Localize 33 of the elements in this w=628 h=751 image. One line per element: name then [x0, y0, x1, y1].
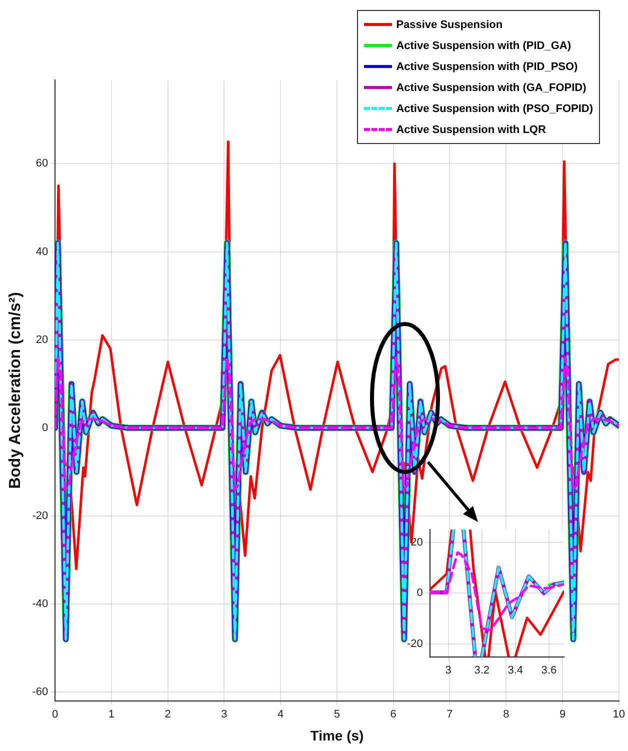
x-tick-label: 9	[559, 708, 566, 721]
y-tick-label: 0	[416, 587, 423, 600]
legend-label: Active Suspension with (PID_GA)	[396, 40, 571, 52]
x-tick-label: 4	[278, 708, 284, 721]
x-tick-label: 3	[445, 664, 452, 676]
legend-label: Passive Suspension	[396, 18, 503, 30]
x-tick-label: 8	[503, 708, 510, 721]
y-tick-label: 20	[410, 536, 423, 548]
x-tick-label: 3	[221, 708, 228, 721]
x-tick-label: 0	[52, 708, 58, 721]
x-tick-label: 3.4	[508, 664, 524, 676]
x-tick-label: 6	[390, 708, 396, 721]
y-axis-title: Body Acceleration (cm/s²)	[7, 292, 24, 489]
legend-label: Active Suspension with LQR	[396, 124, 546, 136]
y-tick-label: 60	[36, 158, 48, 170]
legend-label: Active Suspension with (GA_FOPID)	[396, 82, 586, 94]
y-tick-label: -20	[32, 510, 48, 522]
y-tick-label: -60	[32, 686, 48, 698]
x-tick-label: 7	[446, 708, 453, 721]
x-axis-title: Time (s)	[310, 727, 364, 744]
x-tick-label: 1	[108, 708, 115, 721]
x-tick-label: 2	[164, 708, 171, 721]
legend-label: Active Suspension with (PSO_FOPID)	[396, 102, 593, 114]
x-tick-label: 10	[612, 708, 626, 721]
legend-label: Active Suspension with (PID_PSO)	[396, 60, 578, 72]
y-tick-label: 0	[42, 422, 48, 434]
y-tick-label: 20	[36, 334, 48, 346]
y-tick-label: -20	[406, 638, 423, 650]
x-tick-label: 5	[334, 708, 340, 721]
x-tick-label: 3.2	[474, 664, 490, 676]
x-tick-label: 3.6	[541, 664, 557, 676]
y-tick-label: -40	[32, 598, 48, 610]
y-tick-label: 40	[36, 246, 48, 258]
